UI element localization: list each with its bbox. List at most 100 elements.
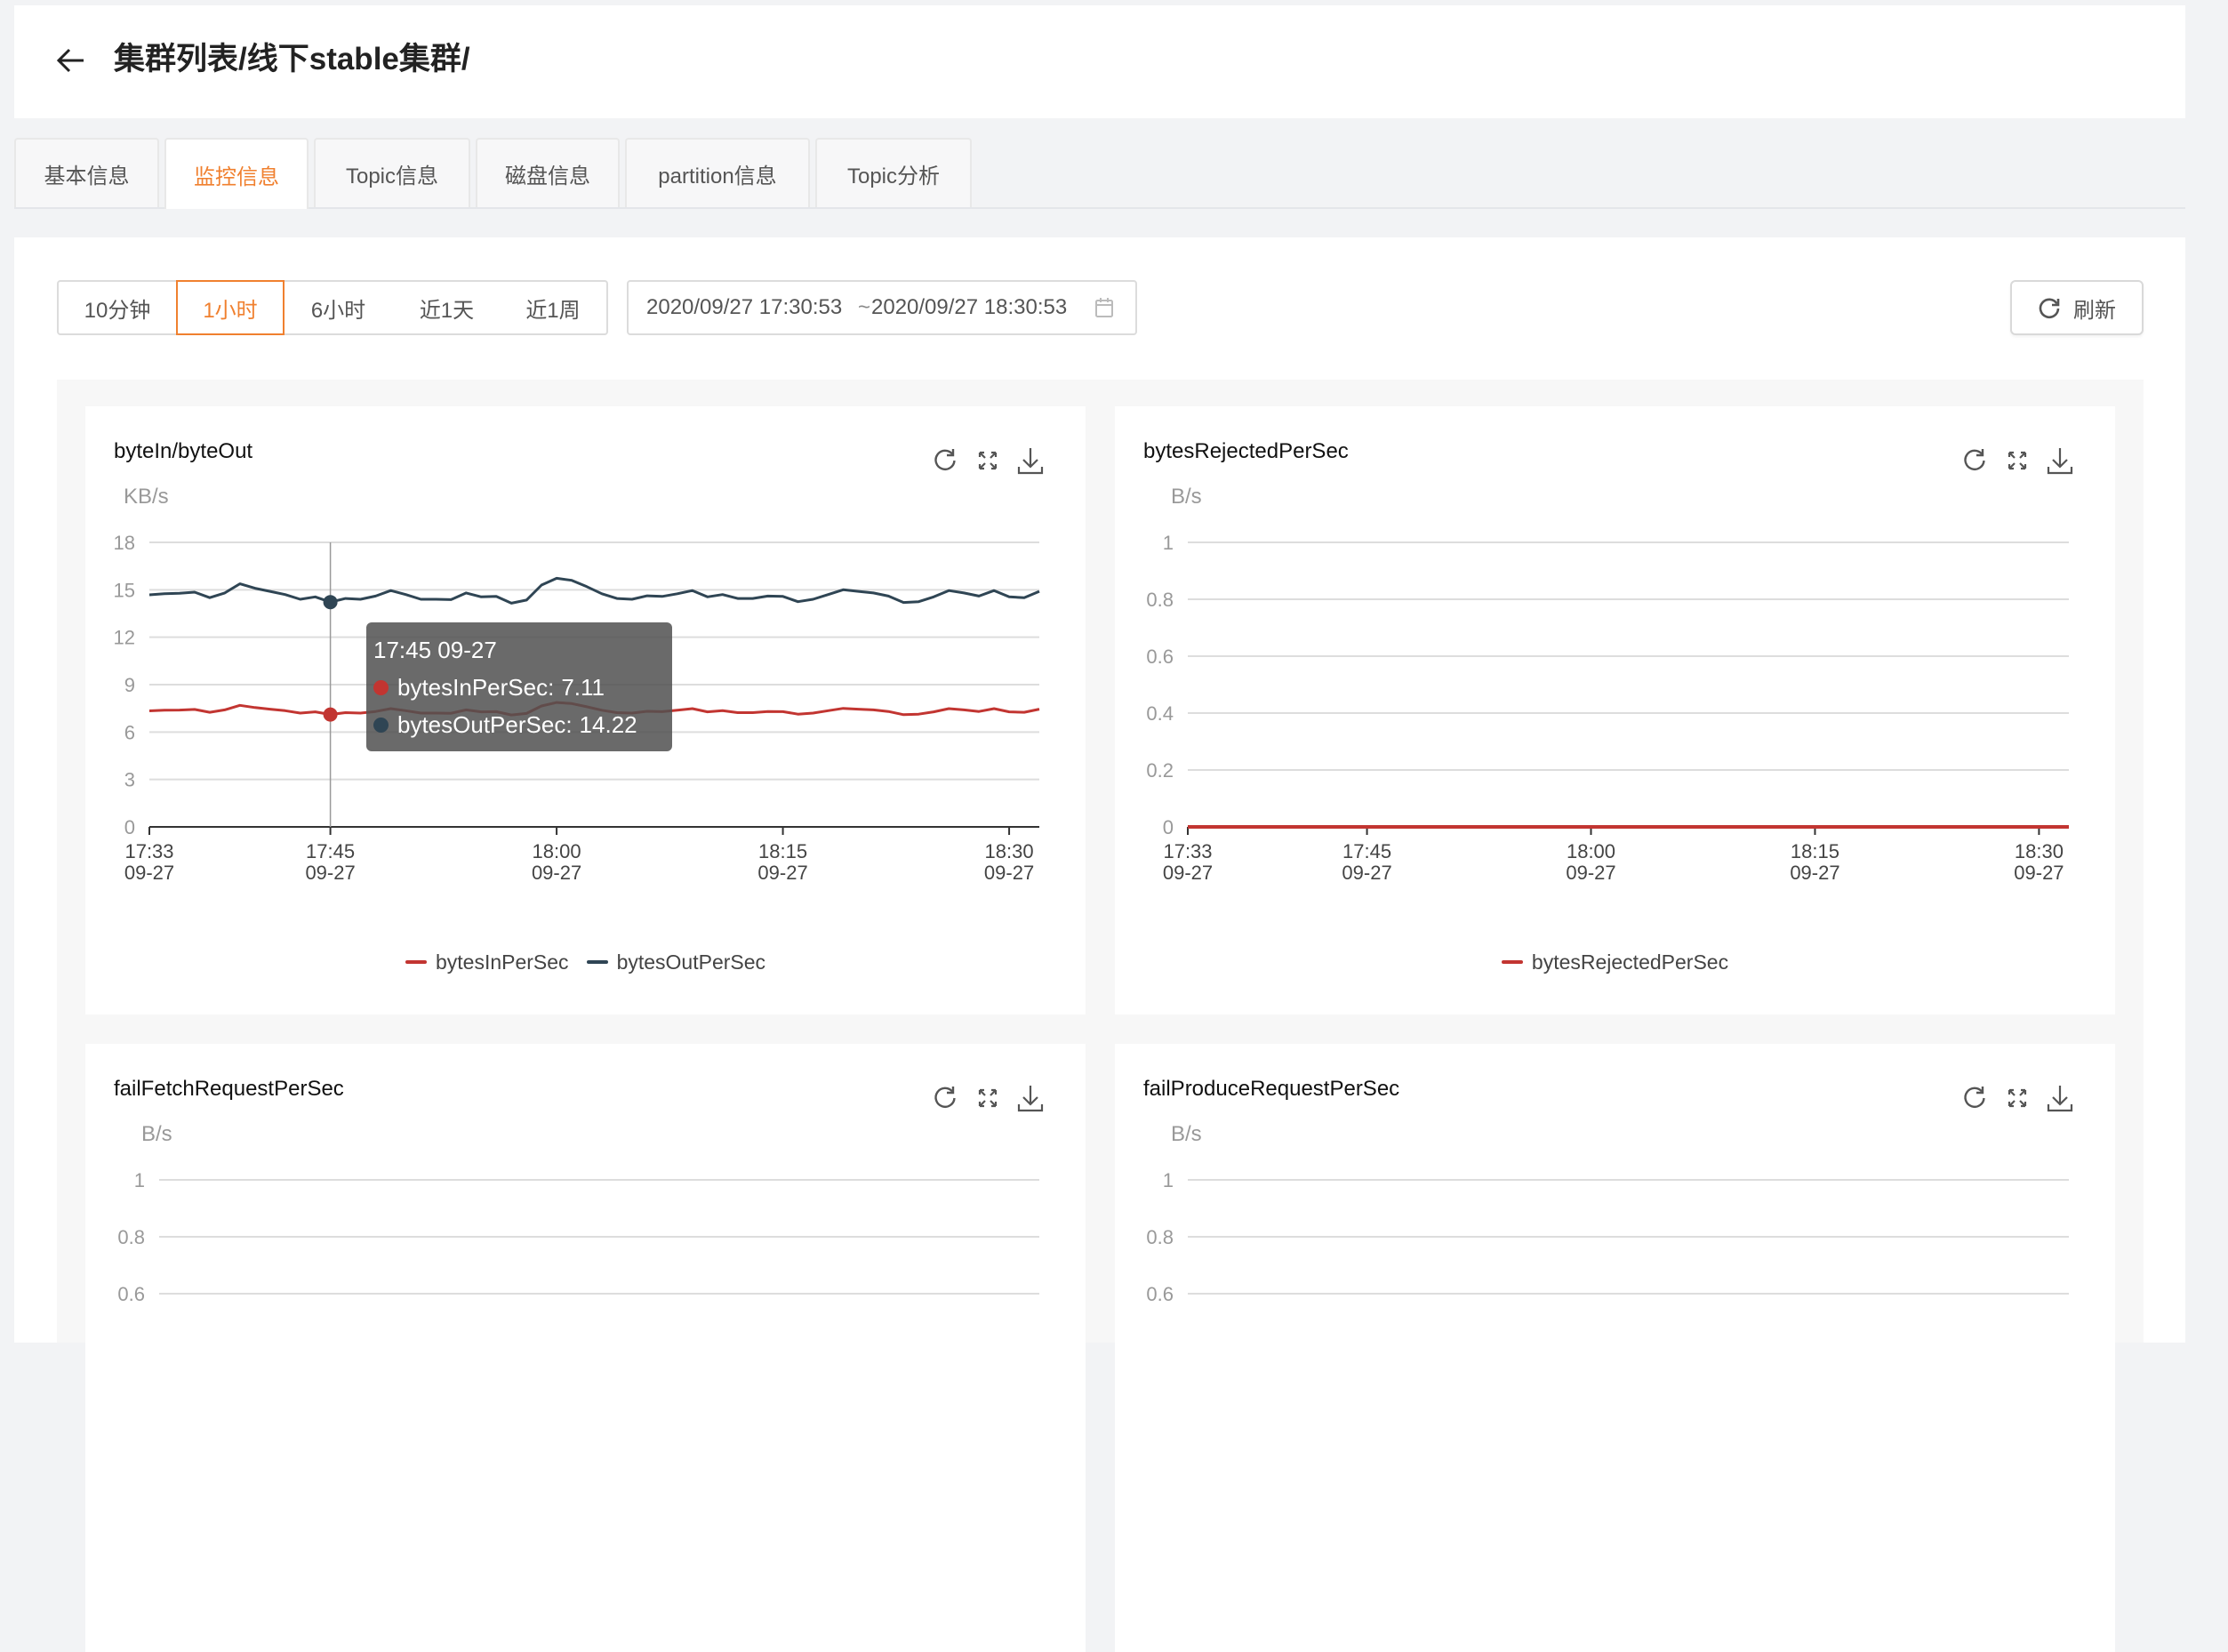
chart-title: failFetchRequestPerSec xyxy=(114,1077,344,1101)
range-1day-button[interactable]: 近1天 xyxy=(394,280,501,335)
range-10min-button[interactable]: 10分钟 xyxy=(57,280,178,335)
fullscreen-icon[interactable] xyxy=(2002,1083,2032,1113)
y-tick-label: 12 xyxy=(114,627,135,649)
y-tick-label: 0.6 xyxy=(1146,646,1174,668)
fullscreen-icon[interactable] xyxy=(973,1083,1003,1113)
y-tick-label: 0 xyxy=(1163,816,1174,838)
y-tick-label: 9 xyxy=(124,674,135,696)
y-axis-unit: B/s xyxy=(1171,485,1202,509)
tooltip-value: 7.11 xyxy=(561,673,605,701)
x-tick-label: 17:45 xyxy=(1342,840,1391,862)
refresh-label: 刷新 xyxy=(2073,298,2116,323)
chart-legend: bytesRejectedPerSec xyxy=(1115,945,2115,979)
chart-plot: 0.6 0.8 1 xyxy=(117,1169,1039,1305)
y-tick-label: 0 xyxy=(124,816,135,838)
legend-label: bytesOutPerSec xyxy=(616,950,766,974)
x-tick-date: 09-27 xyxy=(1163,862,1213,884)
x-tick-label: 18:30 xyxy=(2015,840,2064,862)
x-tick-label: 18:00 xyxy=(533,840,581,862)
y-tick-label: 0.6 xyxy=(117,1283,145,1305)
range-1week-button[interactable]: 近1周 xyxy=(500,280,608,335)
download-icon[interactable] xyxy=(2045,1083,2075,1113)
y-tick-label: 6 xyxy=(124,721,135,743)
y-tick-label: 1 xyxy=(1163,1169,1174,1191)
x-tick-label: 18:15 xyxy=(758,840,807,862)
legend-item-bytes-rejected[interactable]: bytesRejectedPerSec xyxy=(1501,950,1728,974)
chart-card-fail-produce: failProduceRequestPerSec B/s 0.6 0.8 1 xyxy=(1115,1044,2115,1652)
y-tick-label: 18 xyxy=(114,532,135,554)
range-1hour-button[interactable]: 1小时 xyxy=(176,280,285,335)
chart-refresh-icon[interactable] xyxy=(930,1083,960,1113)
y-tick-label: 1 xyxy=(134,1169,145,1191)
download-icon[interactable] xyxy=(1015,445,1046,476)
legend-swatch xyxy=(586,960,608,964)
y-tick-label: 0.8 xyxy=(1146,1226,1174,1248)
tooltip-label: bytesInPerSec: xyxy=(397,673,555,701)
chart-title: failProduceRequestPerSec xyxy=(1143,1077,1400,1101)
x-tick-date: 09-27 xyxy=(1566,862,1615,884)
chart-plot: 0.6 0.8 1 xyxy=(1146,1169,2069,1305)
x-tick-date: 09-27 xyxy=(2014,862,2064,884)
chart-legend: bytesInPerSec bytesOutPerSec xyxy=(85,945,1086,979)
series-line-bytesOutPerSec xyxy=(148,576,1040,605)
chart-refresh-icon[interactable] xyxy=(1960,1083,1990,1113)
tab-topic-analysis[interactable]: Topic分析 xyxy=(815,138,972,207)
chart-card-fail-fetch: failFetchRequestPerSec B/s 0.6 0.8 1 xyxy=(85,1044,1086,1652)
x-tick-date: 09-27 xyxy=(1342,862,1391,884)
chart-card-bytein-byteout: byteIn/byteOut KB/s 0 3 6 9 12 15 18 17:33 09-27… xyxy=(85,406,1086,1014)
legend-label: bytesInPerSec xyxy=(435,950,569,974)
chart-title: byteIn/byteOut xyxy=(114,439,253,463)
chart-tooltip: 17:45 09-27 bytesInPerSec: 7.11 bytesOut… xyxy=(366,622,672,751)
calendar-icon[interactable] xyxy=(1094,297,1114,318)
x-tick-date: 09-27 xyxy=(1790,862,1839,884)
date-start-input[interactable]: 2020/09/27 17:30:53 xyxy=(646,295,843,319)
tab-monitoring-info[interactable]: 监控信息 xyxy=(164,138,309,209)
y-axis-unit: B/s xyxy=(141,1122,172,1146)
x-tick-date: 09-27 xyxy=(757,862,807,884)
download-icon[interactable] xyxy=(2045,445,2075,476)
date-range-picker[interactable]: 2020/09/27 17:30:53 ~ 2020/09/27 18:30:5… xyxy=(627,280,1137,335)
page-header xyxy=(14,5,2185,118)
y-tick-label: 0.8 xyxy=(117,1226,145,1248)
tooltip-item-bytes-out: bytesOutPerSec: 14.22 xyxy=(373,706,665,743)
x-tick-date: 09-27 xyxy=(124,862,174,884)
tooltip-value: 14.22 xyxy=(579,710,637,738)
x-tick-label: 18:00 xyxy=(1567,840,1615,862)
tab-disk-info[interactable]: 磁盘信息 xyxy=(476,138,620,207)
download-icon[interactable] xyxy=(1015,1083,1046,1113)
tab-bar-divider xyxy=(14,207,2185,209)
tooltip-item-bytes-in: bytesInPerSec: 7.11 xyxy=(373,669,665,706)
tab-topic-info[interactable]: Topic信息 xyxy=(314,138,470,207)
tab-basic-info[interactable]: 基本信息 xyxy=(14,138,159,207)
tooltip-marker xyxy=(373,717,389,733)
y-tick-label: 0.2 xyxy=(1146,759,1174,782)
back-arrow-icon[interactable] xyxy=(55,44,87,76)
chart-refresh-icon[interactable] xyxy=(1960,445,1990,476)
chart-plot: 00.20.40.60.8117:3309-2717:4509-2718:000… xyxy=(1146,532,2069,884)
legend-swatch xyxy=(1501,960,1523,964)
refresh-icon xyxy=(2038,296,2061,319)
x-tick-label: 18:15 xyxy=(1791,840,1839,862)
fullscreen-icon[interactable] xyxy=(2002,445,2032,476)
fullscreen-icon[interactable] xyxy=(973,445,1003,476)
y-tick-label: 1 xyxy=(1163,532,1174,554)
page-title: 集群列表/线下stable集群/ xyxy=(114,42,470,76)
y-tick-label: 0.8 xyxy=(1146,589,1174,611)
legend-item-bytes-in[interactable]: bytesInPerSec xyxy=(405,950,569,974)
legend-item-bytes-out[interactable]: bytesOutPerSec xyxy=(586,950,766,974)
y-axis-unit: B/s xyxy=(1171,1122,1202,1146)
y-axis-unit: KB/s xyxy=(124,485,169,509)
tooltip-title: 17:45 09-27 xyxy=(373,636,497,663)
date-end-input[interactable]: 2020/09/27 18:30:53 xyxy=(871,295,1068,319)
refresh-button[interactable]: 刷新 xyxy=(2010,280,2144,335)
x-tick-date: 09-27 xyxy=(305,862,355,884)
range-6hour-button[interactable]: 6小时 xyxy=(283,280,396,335)
x-tick-label: 17:45 xyxy=(306,840,355,862)
date-separator: ~ xyxy=(858,295,871,319)
chart-refresh-icon[interactable] xyxy=(930,445,960,476)
series-point-bytesInPerSec xyxy=(323,707,338,722)
y-tick-label: 3 xyxy=(124,769,135,791)
y-tick-label: 0.4 xyxy=(1146,702,1174,725)
x-tick-label: 17:33 xyxy=(124,840,173,862)
tab-partition-info[interactable]: partition信息 xyxy=(625,138,810,207)
